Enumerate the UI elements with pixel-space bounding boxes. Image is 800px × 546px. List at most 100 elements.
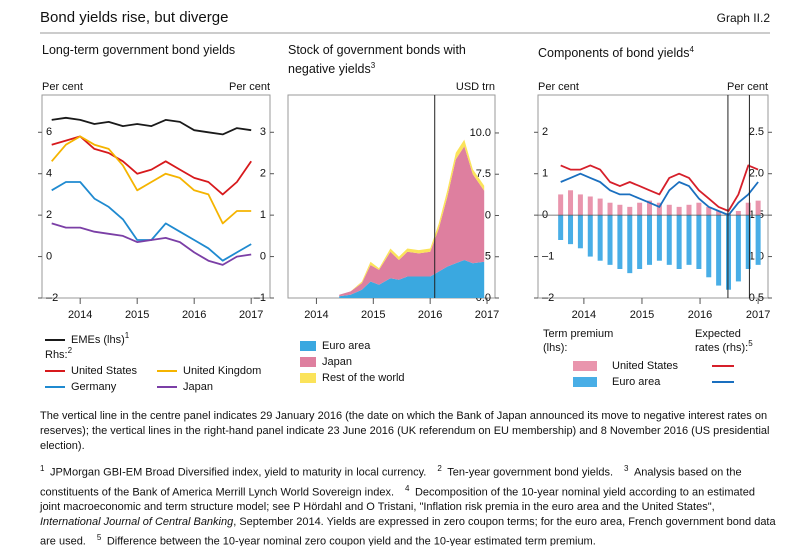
y-tick-label: –2	[542, 292, 554, 304]
bar	[637, 215, 643, 269]
area-segment	[339, 146, 485, 297]
bar	[726, 215, 732, 290]
series-line	[51, 116, 252, 136]
footnote-marker: 3	[370, 61, 376, 70]
legend-label: Expected	[695, 328, 741, 340]
legend-label: Rhs:2	[45, 346, 73, 361]
area-segment	[339, 260, 485, 298]
x-tick-label: 2014	[304, 309, 328, 321]
label-text: Japan	[183, 381, 213, 393]
y-tick-label: 2.0	[749, 168, 764, 180]
legend-swatch	[573, 361, 597, 371]
footnote-italic: International Journal of Central Banking	[40, 516, 234, 529]
bar	[627, 215, 633, 274]
footnote-marker: 1	[40, 464, 45, 473]
series-line	[51, 135, 252, 225]
bar	[627, 206, 633, 216]
y-tick-label: 1	[542, 168, 548, 180]
bar	[735, 215, 741, 282]
bar	[558, 215, 564, 240]
y2-axis-label: Per cent	[229, 81, 270, 93]
x-tick-label: 2016	[688, 309, 712, 321]
graph-label: Graph II.2	[716, 11, 770, 25]
bar	[656, 202, 662, 216]
label-text: (lhs):	[543, 342, 567, 354]
legend-label: rates (rhs):5	[695, 339, 753, 354]
x-tick-label: 2014	[572, 309, 596, 321]
bar	[745, 202, 751, 216]
legend-label: Japan	[183, 381, 213, 393]
plot-frame	[537, 94, 769, 299]
legend-label: Euro area	[322, 340, 371, 352]
panel-title-text: Stock of government bonds with negative …	[288, 43, 466, 77]
footnote-marker: 4	[689, 45, 694, 54]
legend-label: Euro area	[612, 376, 661, 388]
label-text: Term premium	[543, 328, 613, 340]
label-text: United States	[71, 365, 138, 377]
y-tick-label: –1	[542, 250, 554, 262]
legend-label: Rest of the world	[322, 372, 405, 384]
legend-swatch	[573, 377, 597, 387]
label-text: rates (rhs):	[695, 342, 748, 354]
y-tick-label: 6	[46, 126, 52, 138]
y-axis-label: Per cent	[538, 81, 579, 93]
bar	[607, 215, 613, 265]
x-tick-label: 2014	[68, 309, 92, 321]
legend-swatch	[300, 341, 316, 351]
label-text: Rest of the world	[322, 372, 405, 384]
y-tick-label: 2.5	[749, 126, 764, 138]
label-text: Germany	[71, 381, 117, 393]
x-tick-label: 2015	[361, 309, 385, 321]
x-tick-label: 2017	[239, 309, 263, 321]
bar	[607, 202, 613, 216]
bar	[755, 215, 761, 265]
bar	[706, 206, 712, 216]
footnote-text: Ten-year government bond yields.	[447, 466, 614, 479]
bar	[637, 202, 643, 216]
bar	[617, 215, 623, 269]
x-tick-label: 2017	[746, 309, 770, 321]
x-tick-label: 2017	[475, 309, 499, 321]
label-text: United States	[612, 360, 679, 372]
y-tick-label: 3	[260, 126, 266, 138]
bar	[716, 211, 722, 216]
bar	[745, 215, 751, 269]
y-tick-label: 0	[260, 250, 266, 262]
bar	[587, 215, 593, 257]
panel-title: Components of bond yields4	[538, 42, 770, 61]
bar	[617, 204, 623, 216]
bar	[647, 200, 653, 216]
footnote-text: Difference between the 10-year nominal z…	[106, 535, 596, 546]
footnote-marker: 5	[748, 339, 753, 348]
panel-title: Long-term government bond yields	[42, 42, 274, 58]
y-axis-label: USD trn	[456, 81, 495, 93]
legend-label: United Kingdom	[183, 365, 261, 377]
y-tick-label: –2	[46, 292, 58, 304]
label-text: Euro area	[322, 340, 371, 352]
bar	[716, 215, 722, 286]
panel-title-text: Long-term government bond yields	[42, 43, 236, 57]
footnote-marker: 4	[405, 483, 410, 493]
bar	[597, 215, 603, 261]
bar	[666, 204, 672, 216]
legend-label: United States	[71, 365, 138, 377]
footnote-text: Analysis based on the constituents of th…	[40, 466, 742, 499]
panel-title: Stock of government bonds with negative …	[288, 42, 500, 77]
legend-label: (lhs):	[543, 342, 567, 354]
label-text: Japan	[322, 356, 352, 368]
x-tick-label: 2016	[418, 309, 442, 321]
y-tick-label: –1	[254, 292, 266, 304]
bar	[706, 215, 712, 278]
label-text: Rhs:	[45, 349, 68, 361]
y-tick-label: 10.0	[470, 127, 491, 139]
y-tick-label: 7.5	[476, 168, 491, 180]
bar	[587, 196, 593, 216]
footnote-marker: 2	[437, 464, 442, 473]
x-tick-label: 2015	[125, 309, 149, 321]
legend-label: EMEs (lhs)1	[71, 331, 130, 346]
y-tick-label: 2	[46, 209, 52, 221]
bar	[686, 215, 692, 265]
series-line	[560, 164, 759, 212]
label-text: United Kingdom	[183, 365, 261, 377]
